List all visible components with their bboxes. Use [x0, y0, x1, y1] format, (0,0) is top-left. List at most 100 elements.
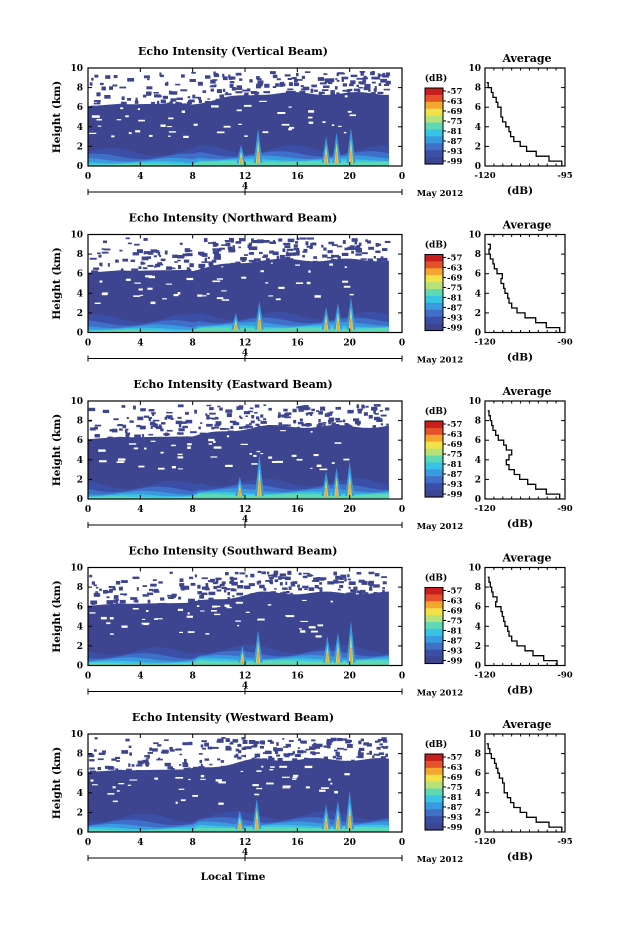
x-tick-label: 0 [85, 838, 91, 848]
profile-y-tick-label: 0 [475, 162, 481, 172]
colorbar-segment [425, 615, 443, 623]
colorbar-tick-label: -57 [447, 87, 462, 97]
colorbar-segment [425, 129, 443, 137]
echo-region [88, 258, 389, 333]
profile-y-tick-label: 4 [475, 456, 481, 466]
y-axis-label: Height (km) [51, 414, 63, 486]
profile-y-tick-label: 4 [475, 789, 481, 799]
colorbar-tick-label: -81 [447, 627, 462, 637]
colorbar-frame [424, 254, 444, 331]
colorbar-segment [425, 809, 443, 817]
heatmap-field [88, 737, 389, 832]
colorbar-tick-label: -87 [447, 304, 462, 314]
colorbar-segment [425, 136, 443, 144]
y-tick-label: 0 [77, 495, 83, 505]
profile-y-tick-label: 4 [475, 289, 481, 299]
x-tick-label: 8 [190, 672, 196, 682]
profile-y-tick-label: 2 [475, 309, 481, 319]
profile-y-tick-label: 2 [475, 808, 481, 818]
y-tick-label: 2 [77, 475, 83, 485]
y-tick-label: 10 [70, 397, 83, 407]
colorbar-segment [425, 490, 443, 498]
colorbar-segment [425, 448, 443, 457]
x-tick-label: 0 [85, 505, 91, 515]
profile-y-tick-label: 8 [475, 250, 481, 260]
x-tick-label: 20 [343, 672, 356, 682]
profile-y-tick-label: 10 [468, 564, 481, 574]
profile-y-tick-label: 0 [475, 329, 481, 339]
colorbar-label: (dB) [425, 406, 447, 417]
colorbar-tick-label: -81 [447, 460, 462, 470]
y-axis-label: Height (km) [51, 580, 63, 652]
y-tick-label: 10 [70, 231, 83, 241]
colorbar-tick-label: -93 [447, 314, 462, 324]
colorbar-frame [424, 587, 444, 664]
heatmap-field [88, 71, 391, 166]
y-axis-label: Height (km) [51, 81, 63, 153]
profile-y-tick-label: 6 [475, 436, 481, 446]
colorbar-segment [425, 754, 443, 762]
colorbar-tick-label: -81 [447, 294, 462, 304]
profile-x-label: (dB) [507, 685, 533, 697]
profile-title: Average [501, 552, 551, 565]
heatmap-field [88, 404, 390, 499]
colorbar: (dB)-57-63-69-75-81-87-93-99 [424, 73, 462, 167]
x-tick-label: 8 [190, 838, 196, 848]
profile-x-tick-label: -95 [557, 171, 572, 181]
echo-spike-peak [325, 154, 328, 165]
colorbar-segment [425, 108, 443, 117]
x-tick-label: 8 [190, 339, 196, 349]
colorbar-tick-label: -87 [447, 803, 462, 813]
colorbar-segment [425, 268, 443, 276]
echo-spike-peak [241, 657, 244, 664]
colorbar-tick-label: -81 [447, 127, 462, 137]
echo-spike-peak [349, 318, 352, 331]
y-axis-label: Height (km) [51, 247, 63, 319]
colorbar-tick-label: -63 [447, 763, 462, 773]
colorbar-tick-label: -75 [447, 450, 462, 460]
day-marker-label: 4 [242, 182, 248, 192]
x-tick-label: 16 [291, 838, 304, 848]
colorbar-segment [425, 781, 443, 790]
profile-y-tick-label: 4 [475, 622, 481, 632]
y-tick-label: 2 [77, 309, 83, 319]
echo-spike-core [323, 812, 329, 830]
colorbar-segment [425, 94, 443, 103]
colorbar-tick-label: -57 [447, 753, 462, 763]
profile-y-tick-label: 10 [468, 64, 481, 74]
profile-frame [484, 67, 566, 167]
x-tick-label: 4 [137, 505, 143, 515]
x-tick-label: 0 [399, 172, 405, 182]
colorbar-tick-label: -63 [447, 264, 462, 274]
date-label: May 2012 [417, 689, 464, 699]
colorbar-segment [425, 295, 443, 304]
y-tick-label: 0 [77, 828, 83, 838]
profile-line [487, 576, 558, 666]
echo-spike-core [323, 479, 329, 497]
colorbar-tick-label: -63 [447, 430, 462, 440]
echo-spike-peak [349, 150, 352, 165]
average-profile: Average 0 2 4 6 8 10 -120 -95 (dB) [468, 52, 572, 197]
profile-y-tick-label: 2 [475, 642, 481, 652]
colorbar-segment [425, 795, 443, 803]
colorbar-tick-label: -69 [447, 274, 462, 284]
echo-spike-peak [325, 488, 328, 498]
profile-y-tick-label: 6 [475, 103, 481, 113]
colorbar-tick-label: -69 [447, 107, 462, 117]
y-tick-label: 2 [77, 642, 83, 652]
echo-spike-peak [234, 324, 237, 331]
profile-line [487, 410, 561, 499]
echo-spike-peak [258, 480, 261, 498]
colorbar-segment [425, 115, 443, 124]
echo-spike-peak [348, 815, 351, 831]
colorbar-segment [425, 774, 443, 783]
y-tick-label: 8 [77, 750, 83, 760]
profile-y-tick-label: 8 [475, 750, 481, 760]
colorbar-segment [425, 289, 443, 297]
echo-spike-core [237, 483, 242, 497]
panel-5: Echo Intensity (Westward Beam) 0 2 4 6 8 10 0 4 8… [51, 711, 573, 865]
colorbar-tick-label: -93 [447, 147, 462, 157]
day-marker-label: 4 [242, 515, 248, 525]
profile-y-tick-label: 6 [475, 769, 481, 779]
colorbar-tick-label: -87 [447, 470, 462, 480]
